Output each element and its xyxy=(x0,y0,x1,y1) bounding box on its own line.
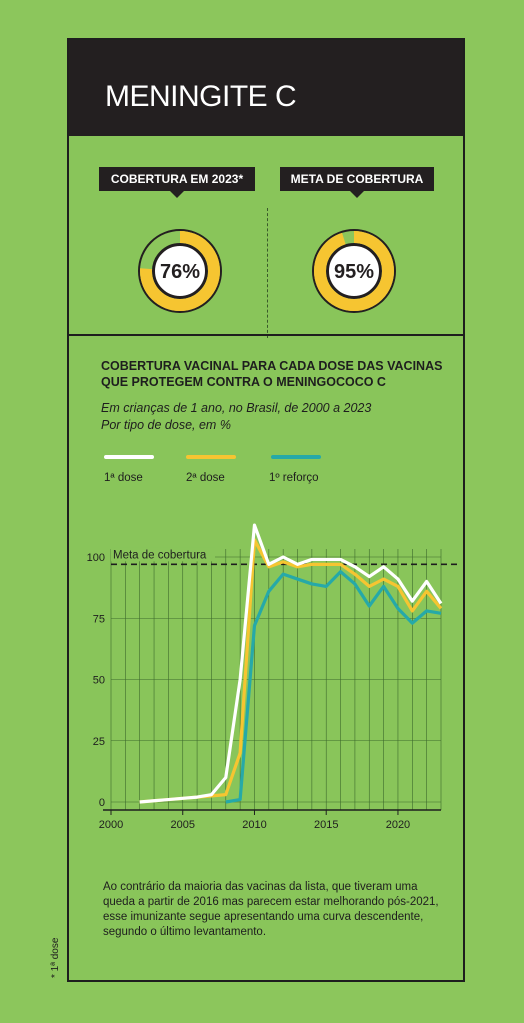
donut-goal: 95% xyxy=(312,229,396,313)
chart-title-line1: COBERTURA VACINAL PARA CADA DOSE DAS VAC… xyxy=(101,359,443,373)
infographic-card: MENINGITE C COBERTURA EM 2023* META DE C… xyxy=(67,38,465,982)
footnote-text: Ao contrário da maioria das vacinas da l… xyxy=(103,881,439,938)
series-reforco-line xyxy=(225,570,442,804)
line-chart: 0 25 50 75 100 2000 2005 2010 2015 2020 Meta de co… xyxy=(87,523,459,831)
legend-swatch-reforco xyxy=(271,455,321,459)
coverage-goal-label: META DE COBERTURA xyxy=(280,167,434,198)
side-note: * 1ª dose xyxy=(50,937,61,978)
chart-title: COBERTURA VACINAL PARA CADA DOSE DAS VAC… xyxy=(101,358,451,390)
donut-2023-value: 76% xyxy=(160,261,200,283)
goal-label-bg xyxy=(111,547,215,562)
y-tick-label-0: 0 xyxy=(99,797,105,809)
series-dose1-line xyxy=(139,523,443,804)
chart-subtitle-line2: Por tipo de dose, em % xyxy=(101,418,231,432)
legend-label-reforco: 1º reforço xyxy=(269,472,319,484)
y-tick-label-25: 25 xyxy=(93,736,105,748)
chart-subtitle-line1: Em crianças de 1 ano, no Brasil, de 2000… xyxy=(101,401,372,415)
x-tick-label-2020: 2020 xyxy=(386,819,410,831)
page-title: MENINGITE C xyxy=(105,80,297,113)
legend-swatch-dose1 xyxy=(104,455,154,459)
legend-label-dose1: 1ª dose xyxy=(104,472,143,484)
title-bar: MENINGITE C xyxy=(69,40,463,136)
y-tick-label-75: 75 xyxy=(93,613,105,625)
donut-goal-fill xyxy=(314,231,394,311)
x-tick-label-2005: 2005 xyxy=(170,819,194,831)
section-divider xyxy=(69,334,463,336)
donut-2023-fill xyxy=(140,231,220,311)
x-tick-label-2010: 2010 xyxy=(242,819,266,831)
chart-subtitle: Em crianças de 1 ano, no Brasil, de 2000… xyxy=(101,400,451,434)
legend-swatch-dose2 xyxy=(186,455,236,459)
stats-divider xyxy=(267,208,268,338)
x-tick-label-2000: 2000 xyxy=(99,819,123,831)
y-tick-label-100: 100 xyxy=(87,552,105,564)
y-tick-label-50: 50 xyxy=(93,675,105,687)
donut-2023: 76% xyxy=(138,229,222,313)
donut-goal-value: 95% xyxy=(334,261,374,283)
legend-label-dose2: 2ª dose xyxy=(186,472,225,484)
x-tick-label-2015: 2015 xyxy=(314,819,338,831)
goal-line-label: Meta de cobertura xyxy=(113,549,207,561)
chart-title-line2: QUE PROTEGEM CONTRA O MENINGOCOCO C xyxy=(101,375,386,389)
coverage-2023-label: COBERTURA EM 2023* xyxy=(99,167,255,198)
